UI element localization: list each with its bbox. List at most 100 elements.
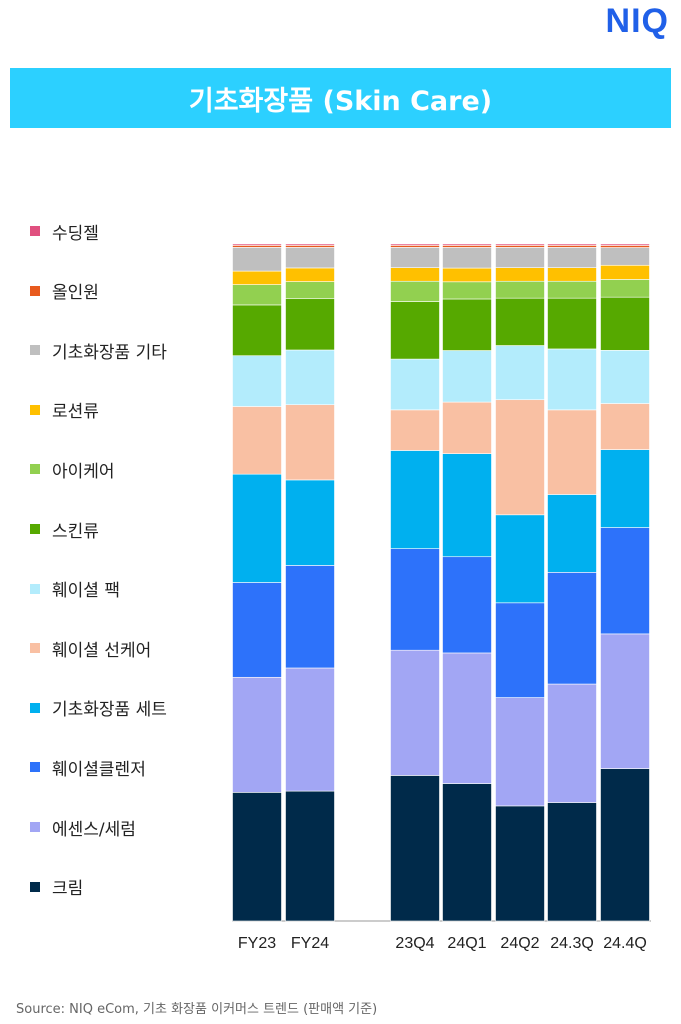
legend-item: 훼이셜 선케어 [30,633,151,663]
bar-segment-24Q2-10 [495,245,545,248]
bar-segment-24.4Q-11 [600,243,650,246]
bar-segment-FY24-0 [285,790,335,922]
bar-segment-24.4Q-8 [600,264,650,280]
bar-segment-23Q4-6 [390,301,440,360]
bar-segment-23Q4-1 [390,649,440,776]
bar-segment-24.3Q-1 [547,683,597,803]
bar-segment-FY24-8 [285,267,335,282]
bar-segment-24.4Q-5 [600,350,650,404]
bar-segment-24.4Q-7 [600,279,650,298]
bar-segment-FY24-9 [285,247,335,269]
source-note: Source: NIQ eCom, 기초 화장품 이커머스 트렌드 (판매액 기… [16,1002,378,1017]
bar-segment-FY23-2 [232,582,282,678]
bar-segment-24.3Q-11 [547,243,597,246]
legend-swatch [30,345,40,356]
legend-item: 아이케어 [30,454,115,484]
legend-label: 스킨류 [52,521,99,542]
legend-label: 훼이셜 선케어 [52,640,152,661]
bar-segment-24Q1-1 [442,652,492,784]
bar-segment-24Q1-10 [442,245,492,248]
x-tick-label: 24Q2 [500,935,539,952]
bar-segment-24.3Q-4 [547,409,597,495]
bar-segment-24Q2-9 [495,247,545,268]
legend-swatch [30,226,40,236]
bar-segment-24.3Q-9 [547,247,597,268]
bar-segment-24Q2-0 [495,805,545,922]
bar-segment-24Q1-0 [442,783,492,922]
bar-segment-24Q2-6 [495,297,545,346]
legend-item: 훼이셜 팩 [30,574,120,604]
bar-segment-24.3Q-6 [547,297,597,350]
legend-label: 로션류 [52,402,99,423]
legend-swatch [30,583,40,594]
x-tick-label: 24Q1 [447,935,486,952]
x-tick-label: 23Q4 [395,935,434,952]
bar-segment-24Q2-4 [495,399,545,516]
legend-label: 훼이셜클렌저 [52,759,146,780]
bar-segment-23Q4-11 [390,243,440,246]
legend-label: 에센스/세럼 [52,819,136,840]
bar-segment-FY24-3 [285,479,335,566]
bar-segment-FY24-2 [285,565,335,669]
bar-segment-24.4Q-9 [600,247,650,266]
bar-segment-23Q4-4 [390,409,440,451]
legend-item: 로션류 [30,395,99,425]
bar-segment-24Q2-7 [495,280,545,299]
legend-swatch [30,464,40,475]
bar-segment-FY23-4 [232,406,282,475]
bar-segment-24.4Q-10 [600,245,650,248]
legend-item: 훼이셜클렌저 [30,752,146,782]
bar-segment-24.4Q-6 [600,296,650,351]
bar-segment-24Q2-2 [495,602,545,698]
bar-segment-24Q1-3 [442,453,492,558]
legend-item: 에센스/세럼 [30,812,136,842]
legend-swatch [30,404,40,415]
bar-segment-24Q2-11 [495,243,545,246]
bar-segment-24Q1-4 [442,401,492,454]
bar-segment-24.3Q-0 [547,802,597,922]
legend-label: 아이케어 [52,461,115,482]
bar-segment-24.3Q-5 [547,348,597,411]
bar-segment-FY24-4 [285,404,335,481]
legend-item: 기초화장품 기타 [30,335,167,365]
bar-segment-FY24-7 [285,281,335,300]
legend-label: 훼이셜 팩 [52,581,120,602]
bar-segment-23Q4-7 [390,280,440,302]
bar-segment-24.4Q-0 [600,768,650,922]
legend-item: 기초화장품 세트 [30,693,167,723]
bar-segment-FY23-0 [232,792,282,922]
title-bar: 기초화장품 (Skin Care) [10,68,671,128]
bar-segment-23Q4-0 [390,775,440,922]
x-tick-label: FY24 [291,935,329,952]
legend-swatch [30,285,40,296]
legend-item: 스킨류 [30,514,99,544]
bar-segment-FY23-8 [232,270,282,285]
bar-segment-FY23-7 [232,284,282,306]
bar-segment-FY24-10 [285,245,335,248]
bar-segment-24Q2-1 [495,697,545,807]
legend-label: 크림 [52,879,84,900]
bar-segment-24.3Q-8 [547,267,597,282]
legend-swatch [30,762,40,773]
bar-segment-24.4Q-3 [600,449,650,528]
bar-segment-FY23-9 [232,247,282,272]
bar-segment-24Q1-8 [442,267,492,283]
bar-segment-FY23-1 [232,676,282,793]
bar-segment-23Q4-10 [390,245,440,248]
bar-segment-24Q2-5 [495,345,545,401]
bar-segment-24.3Q-2 [547,572,597,685]
bar-segment-24Q1-5 [442,350,492,403]
bar-segment-24Q1-6 [442,298,492,351]
bar-segment-23Q4-2 [390,548,440,651]
bar-segment-24Q1-7 [442,281,492,300]
bar-segment-23Q4-9 [390,247,440,268]
legend-label: 수딩젤 [52,223,99,244]
bar-segment-FY23-3 [232,473,282,583]
legend-item: 수딩젤 [30,216,99,246]
bar-segment-24Q2-8 [495,267,545,282]
bar-segment-24.3Q-7 [547,280,597,299]
x-tick-label: 24.3Q [550,935,594,952]
bar-segment-24.4Q-1 [600,633,650,769]
bar-segment-24.3Q-3 [547,494,597,573]
legend-swatch [30,702,40,713]
